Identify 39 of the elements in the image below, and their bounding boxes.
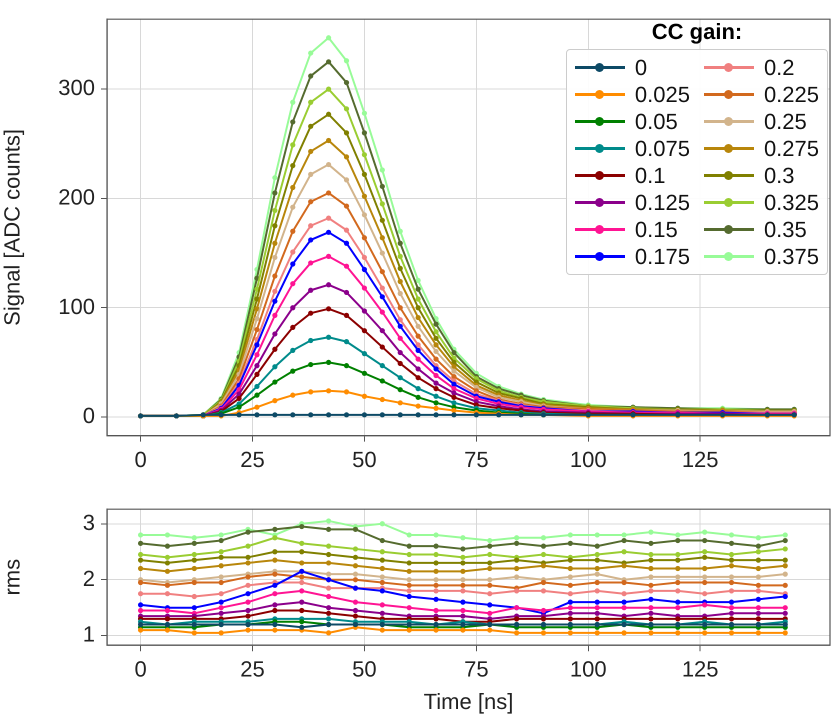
x-tick-label: 100 [570,656,607,682]
y-tick-label: 1 [82,622,95,647]
x-tick-label: 0 [134,656,147,682]
x-axis-title: Time [ns] [424,688,514,714]
legend-label: 0.075 [634,136,690,162]
y-tick-label: 300 [58,75,95,100]
x-tick-label: 125 [682,446,719,472]
y-axis-title: rms [0,558,24,596]
x-tick-label: 100 [570,446,607,472]
x-tick-label: 25 [240,446,265,472]
legend-label: 0 [634,54,648,80]
x-tick-label: 125 [682,656,719,682]
x-tick-label: 75 [464,446,489,472]
legend-label: 0.175 [634,244,690,270]
y-tick-label: 200 [58,184,95,210]
legend-label: 0.1 [634,162,666,188]
x-tick-label: 50 [352,446,377,472]
legend-label: 0.05 [634,108,678,134]
legend-label: 0.375 [764,244,819,270]
legend-label: 0.125 [634,190,690,216]
x-tick-label: 25 [240,656,265,682]
y-tick-label: 3 [82,510,95,535]
y-tick-label: 2 [82,566,95,591]
x-tick-label: 50 [352,656,377,682]
legend-label: 0.25 [764,108,807,134]
x-tick-label: 0 [134,446,147,472]
y-tick-label: 100 [58,294,95,319]
legend-label: 0.2 [764,54,795,80]
legend-title: CC gain: [650,19,744,45]
y-axis-title: Signal [ADC counts] [0,128,24,326]
legend-label: 0.325 [764,190,819,216]
legend-label: 0.025 [634,82,690,108]
legend-label: 0.35 [764,216,807,242]
x-tick-label: 75 [464,656,489,682]
y-tick-label: 0 [82,403,95,428]
legend-label: 0.3 [764,162,795,188]
legend-label: 0.275 [764,136,819,162]
legend-label: 0.225 [764,82,819,108]
legend-label: 0.15 [634,216,678,242]
